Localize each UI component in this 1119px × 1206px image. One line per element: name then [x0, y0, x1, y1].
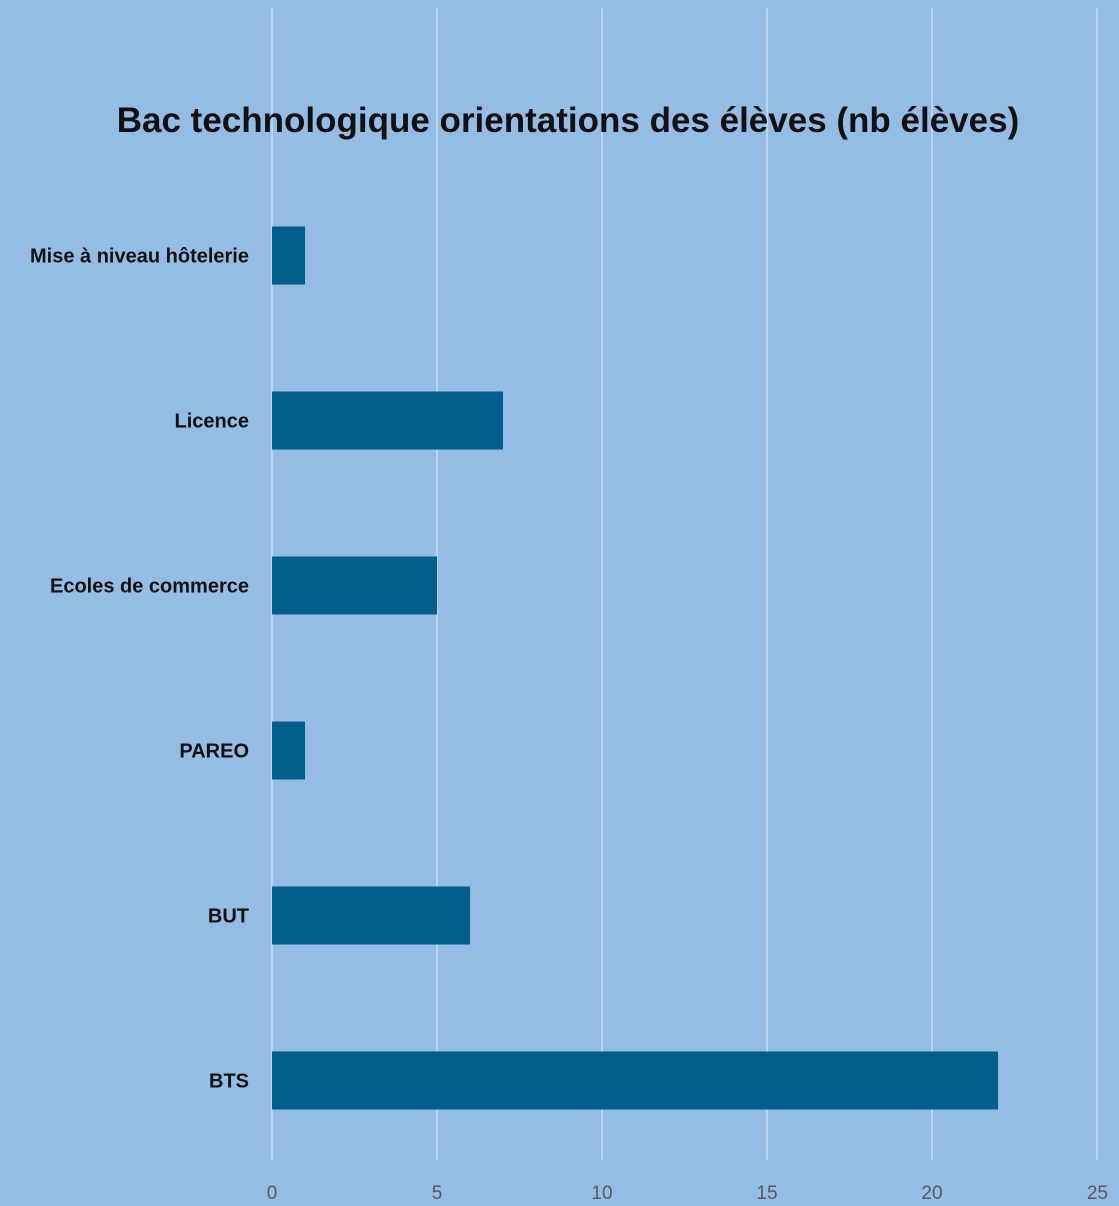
x-tick-label: 25 [1087, 1183, 1108, 1204]
category-label: Ecoles de commerce [50, 576, 249, 598]
category-label: PAREO [179, 741, 249, 763]
bar [272, 391, 503, 450]
chart-title: Bac technologique orientations des élève… [117, 101, 1019, 140]
x-tick-label: 10 [591, 1183, 612, 1204]
category-label: Licence [175, 411, 249, 433]
bar [272, 1051, 998, 1110]
category-labels: Mise à niveau hôtelerie Licence Ecoles de … [30, 246, 249, 1093]
x-tick-label: 15 [756, 1183, 777, 1204]
bar [272, 556, 437, 615]
x-tick-label: 20 [921, 1183, 942, 1204]
x-tick-label: 0 [267, 1183, 278, 1204]
bar [272, 886, 470, 945]
bars [272, 226, 998, 1110]
gridlines [271, 8, 1098, 1160]
category-label: BTS [209, 1071, 249, 1093]
category-label: Mise à niveau hôtelerie [30, 246, 249, 268]
bar [272, 226, 305, 285]
category-label: BUT [208, 906, 249, 928]
bar [272, 721, 305, 780]
x-axis-tick-labels: 0 5 10 15 20 25 [267, 1183, 1108, 1204]
x-tick-label: 5 [432, 1183, 443, 1204]
